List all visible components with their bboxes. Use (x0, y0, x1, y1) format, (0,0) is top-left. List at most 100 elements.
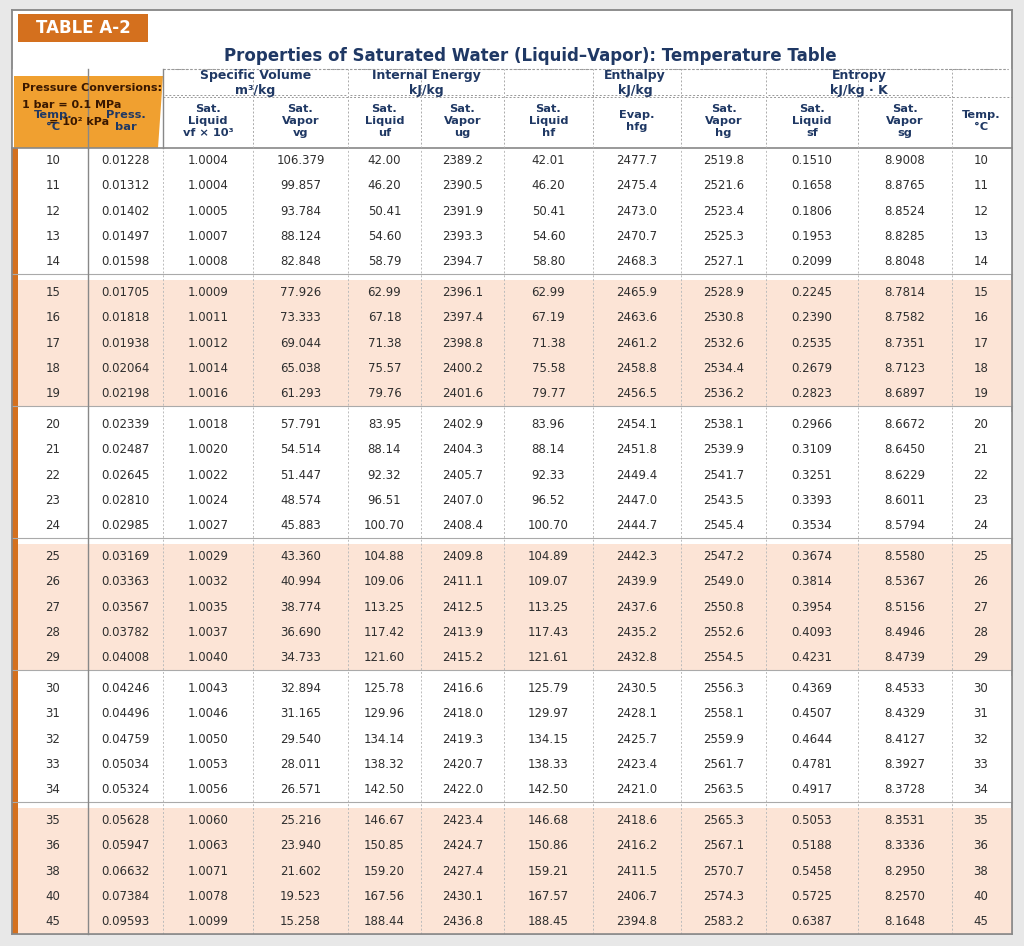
Text: 8.7123: 8.7123 (885, 361, 926, 375)
Text: 2519.8: 2519.8 (703, 154, 744, 167)
Text: 17: 17 (974, 337, 988, 349)
Text: 29: 29 (45, 651, 60, 664)
Text: 27: 27 (974, 601, 988, 614)
Text: 19.523: 19.523 (280, 889, 321, 902)
Text: Sat.
Vapor
ug: Sat. Vapor ug (443, 104, 481, 137)
Text: 2538.1: 2538.1 (703, 418, 744, 431)
Text: 0.5725: 0.5725 (792, 889, 833, 902)
Bar (12, 513, 1012, 538)
Text: 10: 10 (45, 154, 60, 167)
Text: 8.6897: 8.6897 (885, 387, 926, 400)
Text: 25.216: 25.216 (280, 815, 322, 827)
Text: 2394.7: 2394.7 (442, 254, 483, 268)
Text: 31.165: 31.165 (280, 708, 321, 720)
Text: 121.61: 121.61 (528, 651, 569, 664)
Text: 0.01818: 0.01818 (101, 311, 150, 324)
Text: 96.52: 96.52 (531, 494, 565, 507)
Text: 188.45: 188.45 (528, 915, 569, 928)
Bar (18, 14, 148, 42)
Text: 167.57: 167.57 (528, 889, 569, 902)
Text: Enthalpy
kJ/kg: Enthalpy kJ/kg (604, 69, 666, 97)
Text: 1.0032: 1.0032 (187, 575, 228, 588)
Text: 2556.3: 2556.3 (703, 682, 744, 695)
Text: 0.05324: 0.05324 (101, 783, 150, 796)
Text: 109.06: 109.06 (364, 575, 406, 588)
Text: 142.50: 142.50 (364, 783, 406, 796)
Text: 2570.7: 2570.7 (703, 865, 744, 878)
Text: 0.05034: 0.05034 (101, 758, 150, 771)
Text: 0.2245: 0.2245 (792, 286, 833, 299)
Text: 35: 35 (974, 815, 988, 827)
Text: 83.95: 83.95 (368, 418, 401, 431)
Bar (12, 676, 1012, 701)
Text: 2411.5: 2411.5 (616, 865, 657, 878)
Text: 8.1648: 8.1648 (885, 915, 926, 928)
Text: 28: 28 (45, 625, 60, 639)
Text: 36: 36 (45, 839, 60, 852)
Text: 67.19: 67.19 (531, 311, 565, 324)
Text: 2418.6: 2418.6 (616, 815, 657, 827)
Text: 2532.6: 2532.6 (703, 337, 744, 349)
Text: 40.994: 40.994 (280, 575, 322, 588)
Text: 21: 21 (974, 444, 988, 456)
Text: 2408.4: 2408.4 (442, 519, 483, 532)
Text: 100.70: 100.70 (365, 519, 404, 532)
Text: 57.791: 57.791 (280, 418, 322, 431)
Text: 45: 45 (45, 915, 60, 928)
Bar (12, 249, 1012, 274)
Text: 117.43: 117.43 (528, 625, 569, 639)
Text: 34: 34 (974, 783, 988, 796)
Text: 46.20: 46.20 (531, 180, 565, 192)
Text: 0.6387: 0.6387 (792, 915, 833, 928)
Text: 2549.0: 2549.0 (703, 575, 744, 588)
Text: 0.04246: 0.04246 (101, 682, 150, 695)
Text: 142.50: 142.50 (528, 783, 569, 796)
Text: 0.01228: 0.01228 (101, 154, 150, 167)
Text: 0.03567: 0.03567 (101, 601, 150, 614)
Text: 1.0060: 1.0060 (187, 815, 228, 827)
Text: 36.690: 36.690 (280, 625, 321, 639)
Text: 43.360: 43.360 (280, 551, 321, 563)
Text: 50.41: 50.41 (531, 204, 565, 218)
Text: 2444.7: 2444.7 (616, 519, 657, 532)
Text: 1.0007: 1.0007 (187, 230, 228, 243)
Text: 0.02339: 0.02339 (101, 418, 150, 431)
Text: 150.86: 150.86 (528, 839, 569, 852)
Text: 8.6450: 8.6450 (885, 444, 926, 456)
Text: 2411.1: 2411.1 (442, 575, 483, 588)
Bar (12, 356, 1012, 381)
Text: 129.96: 129.96 (364, 708, 406, 720)
Text: 2421.0: 2421.0 (616, 783, 657, 796)
Text: 29.540: 29.540 (280, 732, 321, 745)
Bar (12, 858, 1012, 884)
Text: 20: 20 (45, 418, 60, 431)
Text: 32: 32 (974, 732, 988, 745)
Text: 2574.3: 2574.3 (703, 889, 744, 902)
Text: 30: 30 (974, 682, 988, 695)
Text: 0.01938: 0.01938 (101, 337, 150, 349)
Text: Sat.
Liquid
hf: Sat. Liquid hf (528, 104, 568, 137)
Text: 17: 17 (45, 337, 60, 349)
Text: 0.04496: 0.04496 (101, 708, 150, 720)
Text: 109.07: 109.07 (528, 575, 569, 588)
Text: 0.3534: 0.3534 (792, 519, 833, 532)
Text: 38.774: 38.774 (280, 601, 321, 614)
Text: 0.03782: 0.03782 (101, 625, 150, 639)
Text: 8.5580: 8.5580 (885, 551, 926, 563)
Text: 34: 34 (45, 783, 60, 796)
Text: 88.124: 88.124 (280, 230, 321, 243)
Bar (12, 569, 1012, 594)
Text: 8.6011: 8.6011 (885, 494, 926, 507)
Text: 27: 27 (45, 601, 60, 614)
Text: 31: 31 (974, 708, 988, 720)
Text: 1.0099: 1.0099 (187, 915, 228, 928)
Text: 8.4533: 8.4533 (885, 682, 926, 695)
Text: 0.01312: 0.01312 (101, 180, 150, 192)
Text: 1.0063: 1.0063 (187, 839, 228, 852)
Text: 0.09593: 0.09593 (101, 915, 150, 928)
Text: Properties of Saturated Water (Liquid–Vapor): Temperature Table: Properties of Saturated Water (Liquid–Va… (223, 47, 837, 65)
Bar (12, 884, 1012, 909)
Text: 8.6672: 8.6672 (885, 418, 926, 431)
Text: 83.96: 83.96 (531, 418, 565, 431)
Text: 2539.9: 2539.9 (703, 444, 744, 456)
